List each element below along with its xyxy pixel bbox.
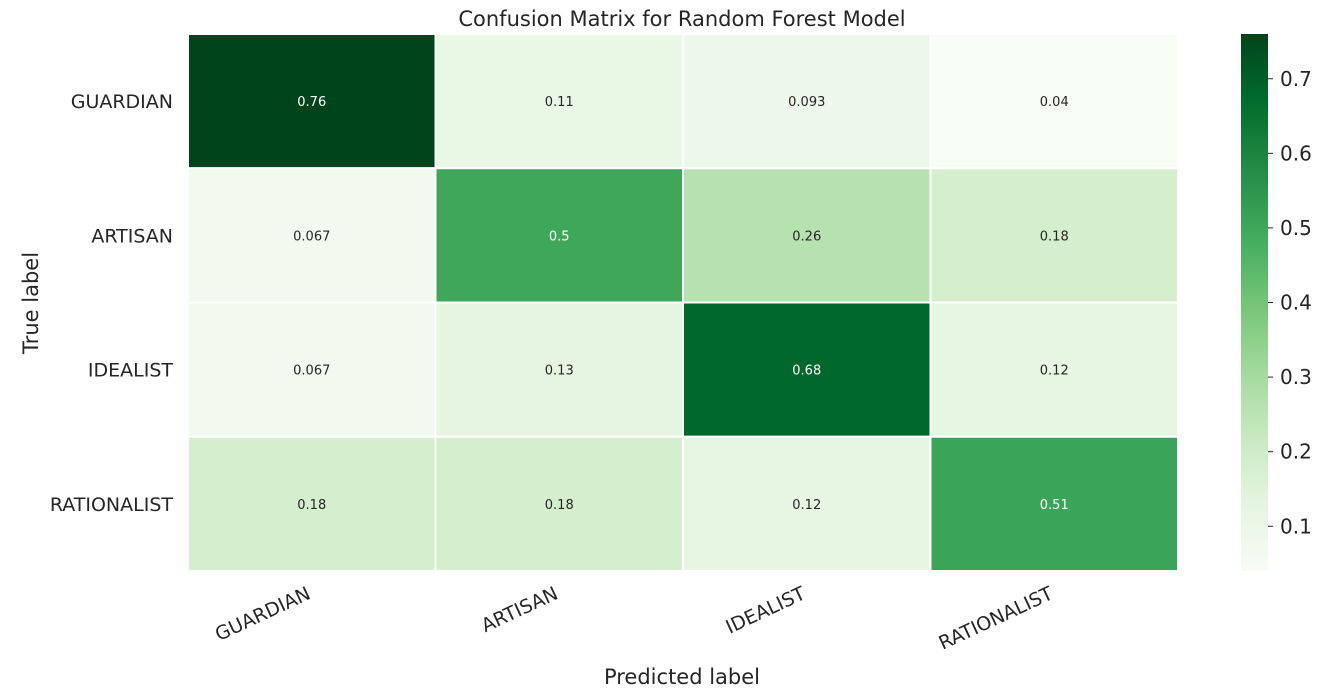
colorbar-tick-label: 0.1 — [1280, 514, 1312, 538]
colorbar-tick-label: 0.7 — [1280, 67, 1312, 91]
heatmap-cell — [929, 435, 1179, 572]
y-tick-label: ARTISAN — [91, 225, 173, 247]
heatmap-cell — [187, 33, 437, 170]
cell-value-label: 0.067 — [293, 364, 330, 379]
cell-value-label: 0.04 — [1040, 95, 1069, 110]
y-axis-label: True label — [19, 252, 43, 355]
y-tick-labels: GUARDIAN ARTISAN IDEALIST RATIONALIST — [50, 91, 174, 516]
cell-value-label: 0.18 — [545, 498, 574, 513]
cell-value-label: 0.067 — [293, 229, 330, 244]
cell-value-label: 0.68 — [792, 364, 821, 379]
heatmap-cell — [434, 435, 684, 572]
colorbar-tick-label: 0.6 — [1280, 141, 1312, 165]
heatmap-cell — [682, 33, 932, 170]
heatmap-cell — [434, 33, 684, 170]
x-tick-label: IDEALIST — [722, 582, 809, 638]
chart-title: Confusion Matrix for Random Forest Model — [458, 7, 905, 31]
x-tick-label: GUARDIAN — [212, 583, 314, 646]
heatmap-cell — [682, 435, 932, 572]
cell-value-label: 0.093 — [788, 95, 825, 110]
x-axis-label: Predicted label — [604, 665, 760, 689]
y-tick-label: RATIONALIST — [50, 494, 174, 516]
heatmap-cell — [929, 167, 1179, 304]
cell-value-label: 0.26 — [792, 229, 821, 244]
colorbar-ticks: 0.1 0.2 0.3 0.4 0.5 0.6 0.7 — [1268, 67, 1312, 538]
colorbar-tick-label: 0.5 — [1280, 216, 1312, 240]
cell-value-label: 0.18 — [1040, 229, 1069, 244]
colorbar-tick-label: 0.3 — [1280, 365, 1312, 389]
x-tick-label: ARTISAN — [478, 583, 561, 637]
cell-value-label: 0.76 — [297, 95, 326, 110]
cell-value-label: 0.18 — [297, 498, 326, 513]
y-tick-label: GUARDIAN — [71, 91, 173, 113]
heatmap-cell-labels: 0.76 0.11 0.093 0.04 0.067 0.5 0.26 0.18 0.067 0.… — [293, 95, 1069, 513]
heatmap-cell — [434, 167, 684, 304]
cell-value-label: 0.5 — [549, 229, 570, 244]
heatmap-cell — [929, 33, 1179, 170]
cell-value-label: 0.51 — [1040, 498, 1069, 513]
heatmap-cell — [187, 167, 437, 304]
cell-value-label: 0.13 — [545, 364, 574, 379]
colorbar-tick-label: 0.2 — [1280, 440, 1312, 464]
y-tick-label: IDEALIST — [88, 360, 173, 382]
x-tick-label: RATIONALIST — [935, 582, 1056, 654]
colorbar-tick-label: 0.4 — [1280, 291, 1312, 315]
heatmap-cell — [434, 301, 684, 438]
cell-value-label: 0.12 — [1040, 364, 1069, 379]
cell-value-label: 0.12 — [792, 498, 821, 513]
heatmap-cell — [929, 301, 1179, 438]
colorbar — [1241, 34, 1268, 571]
cell-value-label: 0.11 — [545, 95, 574, 110]
heatmap-cell — [187, 435, 437, 572]
heatmap-cells — [187, 33, 1179, 572]
x-tick-labels: GUARDIAN ARTISAN IDEALIST RATIONALIST — [212, 582, 1057, 654]
